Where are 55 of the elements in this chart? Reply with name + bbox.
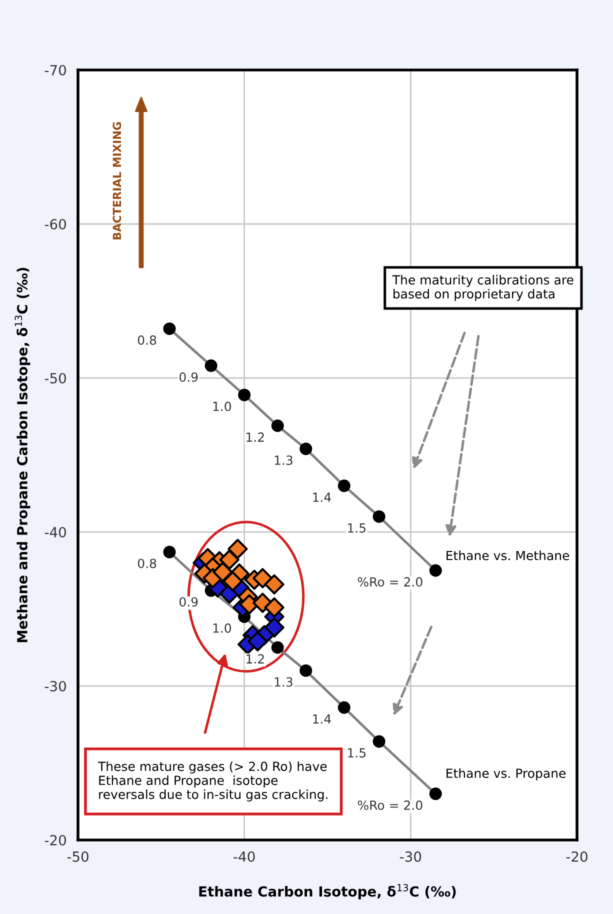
- x-tick-label: -50: [67, 851, 88, 862]
- point: [163, 546, 176, 558]
- point: [238, 388, 251, 402]
- point: [271, 641, 284, 654]
- x-tick-label: -40: [234, 851, 255, 862]
- series-label: Ethane vs. Methane: [446, 550, 570, 560]
- annotation: 0.8: [138, 558, 156, 568]
- y-tick-label: -20: [44, 834, 66, 846]
- point: [264, 597, 284, 618]
- series-label: Ethane vs. Propane: [446, 768, 566, 780]
- annotation: BACTERIAL MIXING: [112, 122, 122, 240]
- y-tick-label: -40: [44, 526, 66, 538]
- point: [163, 322, 176, 335]
- point: [300, 664, 312, 677]
- x-tick-label: -30: [400, 851, 422, 862]
- annotation: 1.4: [313, 714, 331, 724]
- point: [252, 568, 273, 588]
- annotation: %Ro = 2.0: [358, 800, 422, 810]
- point: [271, 419, 284, 432]
- annotation: The maturity calibrations are based on proprietary data: [392, 274, 574, 301]
- annotation: 1.5: [348, 523, 366, 533]
- point: [372, 510, 386, 523]
- annotation: 1.0: [213, 623, 232, 633]
- y-tick-label: -30: [44, 680, 66, 692]
- x-axis-title: Ethane Carbon Isotope, δ$^{13}$C (‰): [199, 884, 456, 900]
- point: [338, 701, 350, 714]
- annotation: %Ro = 2.0: [358, 577, 422, 587]
- annotation: 1.2: [246, 654, 264, 664]
- point: [228, 538, 248, 560]
- point: [222, 571, 243, 592]
- annotation: 0.9: [180, 597, 198, 607]
- point: [429, 788, 442, 800]
- point: [372, 735, 386, 748]
- annotation: 0.9: [180, 372, 198, 382]
- annotation: 1.3: [274, 677, 292, 687]
- annotation: 1.3: [274, 456, 292, 465]
- point: [338, 480, 350, 492]
- annotation: 1.2: [246, 432, 264, 442]
- point: [264, 574, 284, 594]
- annotation: 1.4: [313, 492, 331, 502]
- annotation: 0.8: [138, 335, 156, 345]
- annotation: These mature gases (> 2.0 Ro) have Ethane and Propane isotope reversals due to in-situ gas cracking.: [98, 761, 328, 802]
- point: [204, 359, 218, 372]
- y-tick-label: -50: [44, 372, 66, 384]
- point: [300, 442, 312, 456]
- y-tick-label: -60: [44, 218, 66, 230]
- point: [219, 550, 240, 570]
- annotation: 1.5: [348, 748, 366, 758]
- point: [248, 631, 268, 652]
- x-tick-label: -20: [566, 851, 588, 862]
- point: [212, 562, 233, 582]
- y-tick-label: -70: [44, 64, 66, 76]
- y-axis-title: Methane and Propane Carbon Isotope, δ$^{13}$C (‰): [14, 268, 30, 642]
- point: [429, 564, 442, 577]
- annotation: 1.0: [213, 402, 232, 412]
